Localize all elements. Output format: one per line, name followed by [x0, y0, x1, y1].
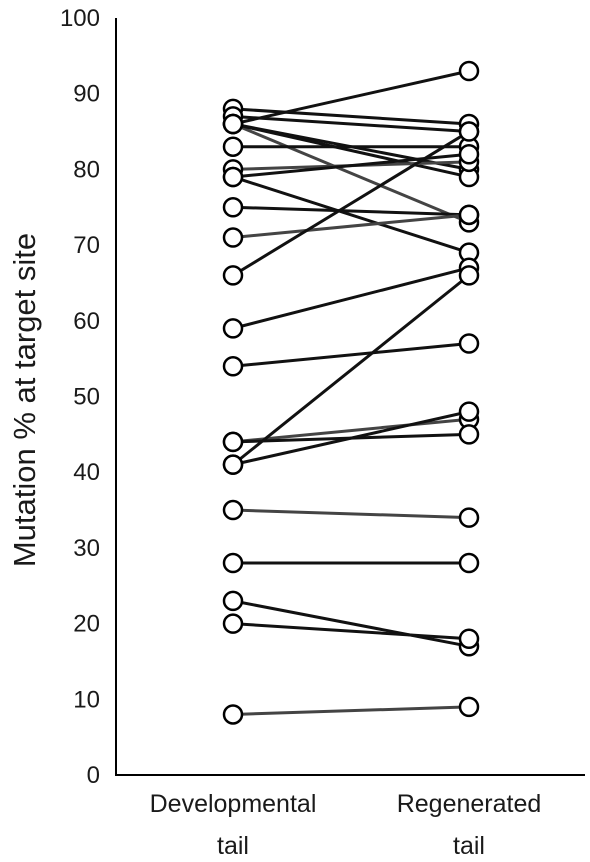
y-tick-labels: 0 10 20 30 40 50 60 70 80 90 100: [60, 5, 100, 789]
data-point-12-regenerated: [458, 204, 480, 226]
series-line-6: [232, 122, 470, 179]
data-point-6-developmental: [222, 113, 244, 135]
series-line-13: [232, 130, 470, 277]
y-tick-label: 60: [73, 308, 100, 335]
series-line-11: [232, 205, 470, 217]
y-tick-label: 0: [87, 762, 100, 789]
data-point-19-developmental: [222, 454, 244, 475]
y-tick-label: 80: [73, 156, 100, 183]
series-line-10: [232, 175, 470, 255]
data-point-15-developmental: [222, 355, 244, 377]
data-point-24-regenerated: [458, 696, 480, 718]
data-point-3-regenerated: [458, 60, 480, 82]
data-point-17-regenerated: [458, 424, 480, 445]
data-point-20-regenerated: [458, 507, 480, 528]
data-point-23-regenerated: [458, 628, 480, 649]
series-line-14: [232, 266, 470, 330]
series-line-22: [232, 599, 470, 648]
data-point-23-developmental: [222, 613, 244, 634]
y-tick-label: 50: [73, 384, 100, 411]
x-category-label: tail: [217, 832, 249, 860]
series-line-18: [232, 274, 470, 466]
axes: [115, 18, 585, 776]
data-point-15-regenerated: [458, 333, 480, 354]
data-point-13-developmental: [222, 265, 244, 286]
series-line-3: [232, 69, 470, 126]
y-tick-label: 20: [73, 611, 100, 638]
data-point-14-developmental: [222, 318, 244, 339]
data-point-20-developmental: [222, 499, 244, 521]
series-line-9: [232, 152, 470, 179]
data-point-21-developmental: [222, 552, 244, 574]
series-line-15: [232, 342, 470, 368]
series-line-12: [232, 213, 470, 240]
y-tick-label: 100: [60, 5, 100, 32]
data-point-13-regenerated: [458, 121, 480, 142]
series-line-19: [232, 410, 470, 467]
y-tick-label: 10: [73, 686, 100, 713]
series-line-20: [232, 508, 470, 520]
series-line-16: [232, 417, 470, 444]
data-point-9-regenerated: [458, 144, 480, 165]
data-point-24-developmental: [222, 704, 244, 725]
series-line-4: [232, 122, 470, 224]
y-tick-label: 40: [73, 459, 100, 486]
data-point-7-developmental: [222, 136, 244, 157]
data-point-19-regenerated: [458, 401, 480, 422]
series-layer: [232, 69, 470, 716]
data-point-17-developmental: [222, 431, 244, 453]
x-category-label: Developmental: [150, 790, 317, 818]
y-axis-title: Mutation % at target site: [7, 233, 42, 567]
data-point-18-regenerated: [458, 265, 480, 286]
y-tick-label: 70: [73, 232, 100, 259]
data-point-11-developmental: [222, 197, 244, 218]
x-category-label: Regenerated: [397, 790, 542, 818]
series-line-2: [232, 114, 470, 134]
data-point-21-regenerated: [458, 552, 480, 574]
data-point-10-developmental: [222, 166, 244, 188]
x-category-label: tail: [453, 832, 485, 860]
series-line-24: [232, 705, 470, 716]
data-point-22-developmental: [222, 590, 244, 612]
y-tick-label: 90: [73, 81, 100, 108]
data-point-12-developmental: [222, 227, 244, 248]
marker-layer: [222, 60, 480, 725]
y-tick-label: 30: [73, 535, 100, 562]
series-line-23: [232, 622, 470, 641]
series-line-1: [232, 107, 470, 126]
x-category-labels: Developmental tail Regenerated tail: [150, 790, 542, 860]
